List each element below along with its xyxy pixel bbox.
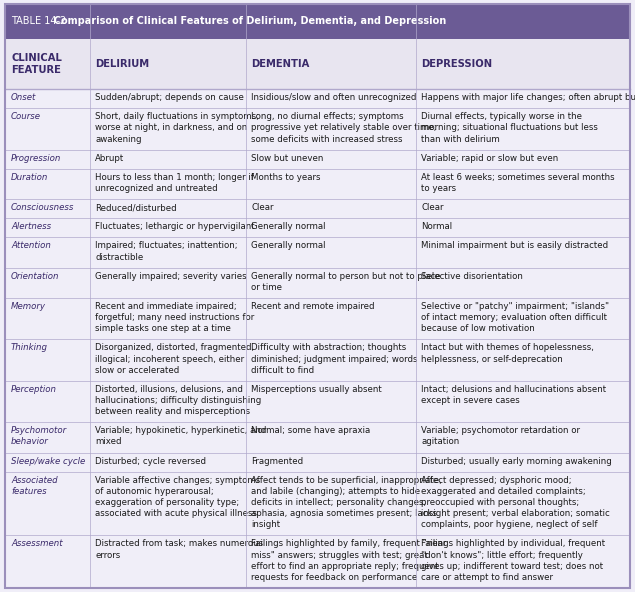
Bar [5, 422, 630, 452]
Bar [5, 381, 630, 422]
Bar [5, 535, 630, 588]
Text: Memory: Memory [11, 302, 46, 311]
Text: Failings highlighted by family, frequent "near
miss" answers; struggles with tes: Failings highlighted by family, frequent… [251, 539, 446, 582]
Bar [5, 237, 630, 268]
Text: Distracted from task; makes numerous
errors: Distracted from task; makes numerous err… [95, 539, 263, 559]
Text: Abrupt: Abrupt [95, 154, 124, 163]
Bar [5, 268, 630, 298]
Text: Fluctuates; lethargic or hypervigilant: Fluctuates; lethargic or hypervigilant [95, 223, 255, 231]
Bar [5, 4, 630, 38]
Text: Fragmented: Fragmented [251, 456, 303, 465]
Text: Variable; psychomotor retardation or
agitation: Variable; psychomotor retardation or agi… [421, 426, 580, 446]
Text: Affect depressed; dysphoric mood;
exaggerated and detailed complaints;
preoccupi: Affect depressed; dysphoric mood; exagge… [421, 476, 610, 529]
Text: Recent and immediate impaired;
forgetful; many need instructions for
simple task: Recent and immediate impaired; forgetful… [95, 302, 254, 333]
Bar [5, 108, 630, 150]
Text: Duration: Duration [11, 173, 48, 182]
Text: Impaired; fluctuates; inattention;
distractible: Impaired; fluctuates; inattention; distr… [95, 242, 237, 262]
Text: Generally normal: Generally normal [251, 242, 326, 250]
Text: DEPRESSION: DEPRESSION [421, 59, 492, 69]
Text: Generally impaired; severity varies: Generally impaired; severity varies [95, 272, 246, 281]
Text: Orientation: Orientation [11, 272, 60, 281]
Text: Slow but uneven: Slow but uneven [251, 154, 323, 163]
Text: Associated
features: Associated features [11, 476, 58, 496]
Text: Thinking: Thinking [11, 343, 48, 352]
Text: Disturbed; usually early morning awakening: Disturbed; usually early morning awakeni… [421, 456, 612, 465]
Text: Selective disorientation: Selective disorientation [421, 272, 523, 281]
Text: Intact but with themes of hopelessness,
helplessness, or self-deprecation: Intact but with themes of hopelessness, … [421, 343, 594, 363]
Bar [5, 218, 630, 237]
Text: Difficulty with abstraction; thoughts
diminished; judgment impaired; words
diffi: Difficulty with abstraction; thoughts di… [251, 343, 417, 375]
Text: Course: Course [11, 112, 41, 121]
Text: Attention: Attention [11, 242, 51, 250]
Text: Normal; some have apraxia: Normal; some have apraxia [251, 426, 370, 435]
Text: Recent and remote impaired: Recent and remote impaired [251, 302, 375, 311]
Text: Insidious/slow and often unrecognized: Insidious/slow and often unrecognized [251, 93, 417, 102]
Text: Consciousness: Consciousness [11, 203, 74, 212]
Text: Happens with major life changes; often abrupt but can be gradual: Happens with major life changes; often a… [421, 93, 635, 102]
Text: Misperceptions usually absent: Misperceptions usually absent [251, 385, 382, 394]
Text: Variable; rapid or slow but even: Variable; rapid or slow but even [421, 154, 558, 163]
Bar [5, 150, 630, 169]
Text: Distorted, illusions, delusions, and
hallucinations; difficulty distinguishing
b: Distorted, illusions, delusions, and hal… [95, 385, 261, 416]
Text: Sleep/wake cycle: Sleep/wake cycle [11, 456, 85, 465]
Text: Clear: Clear [421, 203, 443, 212]
Text: Variable; hypokinetic, hyperkinetic, and
mixed: Variable; hypokinetic, hyperkinetic, and… [95, 426, 266, 446]
Bar [5, 38, 630, 89]
Text: Short, daily fluctuations in symptoms;
worse at night, in darkness, and on
awake: Short, daily fluctuations in symptoms; w… [95, 112, 259, 143]
Text: CLINICAL
FEATURE: CLINICAL FEATURE [11, 53, 62, 75]
Text: Disturbed; cycle reversed: Disturbed; cycle reversed [95, 456, 206, 465]
Text: Psychomotor
behavior: Psychomotor behavior [11, 426, 67, 446]
Text: Months to years: Months to years [251, 173, 321, 182]
Text: Selective or "patchy" impairment; "islands"
of intact memory; evaluation often d: Selective or "patchy" impairment; "islan… [421, 302, 609, 333]
Text: Affect tends to be superficial, inappropriate,
and labile (changing); attempts t: Affect tends to be superficial, inapprop… [251, 476, 442, 529]
Text: Diurnal effects, typically worse in the
morning; situational fluctuations but le: Diurnal effects, typically worse in the … [421, 112, 598, 143]
Text: Comparison of Clinical Features of Delirium, Dementia, and Depression: Comparison of Clinical Features of Delir… [48, 17, 446, 26]
Text: DELIRIUM: DELIRIUM [95, 59, 149, 69]
Bar [5, 472, 630, 535]
Text: Reduced/disturbed: Reduced/disturbed [95, 203, 177, 212]
Text: Normal: Normal [421, 223, 452, 231]
Text: Alertness: Alertness [11, 223, 51, 231]
Text: Sudden/abrupt; depends on cause: Sudden/abrupt; depends on cause [95, 93, 244, 102]
Bar [5, 169, 630, 199]
Bar [5, 89, 630, 108]
Text: Intact; delusions and hallucinations absent
except in severe cases: Intact; delusions and hallucinations abs… [421, 385, 606, 405]
Bar [5, 199, 630, 218]
Text: Generally normal to person but not to place
or time: Generally normal to person but not to pl… [251, 272, 441, 292]
Text: Perception: Perception [11, 385, 57, 394]
Text: Clear: Clear [251, 203, 274, 212]
Text: Variable affective changes; symptoms
of autonomic hyperarousal;
exaggeration of : Variable affective changes; symptoms of … [95, 476, 260, 518]
Text: Progression: Progression [11, 154, 62, 163]
Bar [5, 298, 630, 339]
Text: Onset: Onset [11, 93, 36, 102]
Text: Generally normal: Generally normal [251, 223, 326, 231]
Text: Long, no diurnal effects; symptoms
progressive yet relatively stable over time;
: Long, no diurnal effects; symptoms progr… [251, 112, 437, 143]
Text: TABLE 14-2: TABLE 14-2 [11, 17, 66, 26]
Bar [5, 339, 630, 381]
Text: Failings highlighted by individual, frequent
"don't knows"; little effort; frequ: Failings highlighted by individual, freq… [421, 539, 605, 582]
Bar [5, 452, 630, 472]
Text: Minimal impairment but is easily distracted: Minimal impairment but is easily distrac… [421, 242, 608, 250]
Text: At least 6 weeks; sometimes several months
to years: At least 6 weeks; sometimes several mont… [421, 173, 615, 193]
Text: Assessment: Assessment [11, 539, 63, 548]
Text: Disorganized, distorted, fragmented,
illogical; incoherent speech, either
slow o: Disorganized, distorted, fragmented, ill… [95, 343, 254, 375]
Text: Hours to less than 1 month; longer if
unrecognized and untreated: Hours to less than 1 month; longer if un… [95, 173, 254, 193]
Text: DEMENTIA: DEMENTIA [251, 59, 309, 69]
